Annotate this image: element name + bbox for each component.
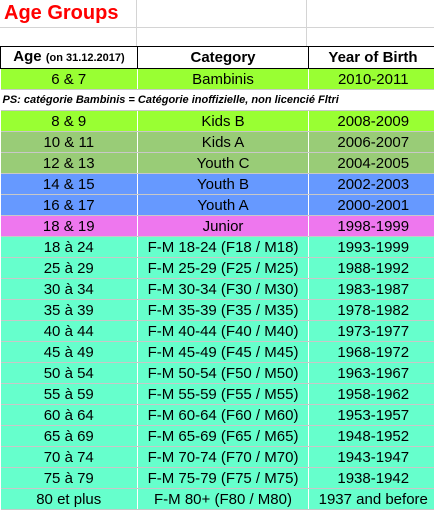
cell-year: 1963-1967	[309, 363, 434, 384]
cell-age: 10 & 11	[1, 132, 138, 153]
cell-year: 1948-1952	[309, 426, 434, 447]
cell-year: 1958-1962	[309, 384, 434, 405]
cell-category: F-M 60-64 (F60 / M60)	[138, 405, 309, 426]
cell-category: F-M 80+ (F80 / M80)	[138, 489, 309, 510]
gridline	[136, 0, 137, 46]
cell-age: 30 à 34	[1, 279, 138, 300]
gridline	[0, 27, 434, 28]
cell-age: 18 à 24	[1, 237, 138, 258]
cell-year: 1973-1977	[309, 321, 434, 342]
cell-year: 2010-2011	[309, 69, 434, 90]
cell-age: 50 à 54	[1, 363, 138, 384]
cell-category: Junior	[138, 216, 309, 237]
cell-age: 80 et plus	[1, 489, 138, 510]
cell-year: 1978-1982	[309, 300, 434, 321]
cell-category: F-M 75-79 (F75 / M75)	[138, 468, 309, 489]
cell-category: F-M 65-69 (F65 / M65)	[138, 426, 309, 447]
cell-age: 70 à 74	[1, 447, 138, 468]
cell-age: 65 à 69	[1, 426, 138, 447]
cell-year: 1938-1942	[309, 468, 434, 489]
cell-age: 14 & 15	[1, 174, 138, 195]
cell-category: F-M 55-59 (F55 / M55)	[138, 384, 309, 405]
note-row: PS: catégorie Bambinis = Catégorie inoff…	[1, 90, 434, 111]
cell-category: F-M 35-39 (F35 / M35)	[138, 300, 309, 321]
cell-age: 55 à 59	[1, 384, 138, 405]
cell-age: 60 à 64	[1, 405, 138, 426]
title-row: Age Groups	[0, 0, 434, 28]
cell-category: Youth A	[138, 195, 309, 216]
cell-year: 1943-1947	[309, 447, 434, 468]
cell-category: Kids A	[138, 132, 309, 153]
header-age: Age (on 31.12.2017)	[1, 47, 138, 69]
cell-year: 1953-1957	[309, 405, 434, 426]
cell-category: F-M 70-74 (F70 / M70)	[138, 447, 309, 468]
cell-year: 1983-1987	[309, 279, 434, 300]
cell-age: 8 & 9	[1, 111, 138, 132]
header-age-note: (on 31.12.2017)	[46, 52, 125, 64]
cell-year: 2002-2003	[309, 174, 434, 195]
cell-age: 16 & 17	[1, 195, 138, 216]
cell-category: F-M 45-49 (F45 / M45)	[138, 342, 309, 363]
cell-age: 6 & 7	[1, 69, 138, 90]
cell-category: Kids B	[138, 111, 309, 132]
gridline	[306, 0, 307, 46]
cell-age: 35 à 39	[1, 300, 138, 321]
cell-year: 1993-1999	[309, 237, 434, 258]
cell-year: 2004-2005	[309, 153, 434, 174]
cell-year: 1998-1999	[309, 216, 434, 237]
cell-year: 1988-1992	[309, 258, 434, 279]
cell-category: F-M 30-34 (F30 / M30)	[138, 279, 309, 300]
page-title: Age Groups	[4, 2, 118, 25]
cell-category: F-M 18-24 (F18 / M18)	[138, 237, 309, 258]
cell-year: 1937 and before	[309, 489, 434, 510]
cell-year: 2006-2007	[309, 132, 434, 153]
cell-age: 45 à 49	[1, 342, 138, 363]
cell-category: Bambinis	[138, 69, 309, 90]
cell-age: 40 à 44	[1, 321, 138, 342]
cell-age: 25 à 29	[1, 258, 138, 279]
table-header-row: Age (on 31.12.2017) Category Year of Bir…	[1, 47, 434, 69]
cell-age: 12 & 13	[1, 153, 138, 174]
header-year: Year of Birth	[309, 47, 434, 69]
cell-age: 18 & 19	[1, 216, 138, 237]
cell-age: 75 à 79	[1, 468, 138, 489]
cell-year: 1968-1972	[309, 342, 434, 363]
cell-category: F-M 50-54 (F50 / M50)	[138, 363, 309, 384]
note-text: PS: catégorie Bambinis = Catégorie inoff…	[1, 90, 434, 111]
header-category: Category	[138, 47, 309, 69]
spreadsheet: Age Groups Age (on 31.12.2017) Category …	[0, 0, 434, 490]
header-age-label: Age	[13, 48, 41, 65]
cell-year: 2000-2001	[309, 195, 434, 216]
age-groups-table: Age (on 31.12.2017) Category Year of Bir…	[0, 46, 434, 510]
cell-category: Youth C	[138, 153, 309, 174]
cell-year: 2008-2009	[309, 111, 434, 132]
cell-category: F-M 25-29 (F25 / M25)	[138, 258, 309, 279]
cell-category: Youth B	[138, 174, 309, 195]
cell-category: F-M 40-44 (F40 / M40)	[138, 321, 309, 342]
